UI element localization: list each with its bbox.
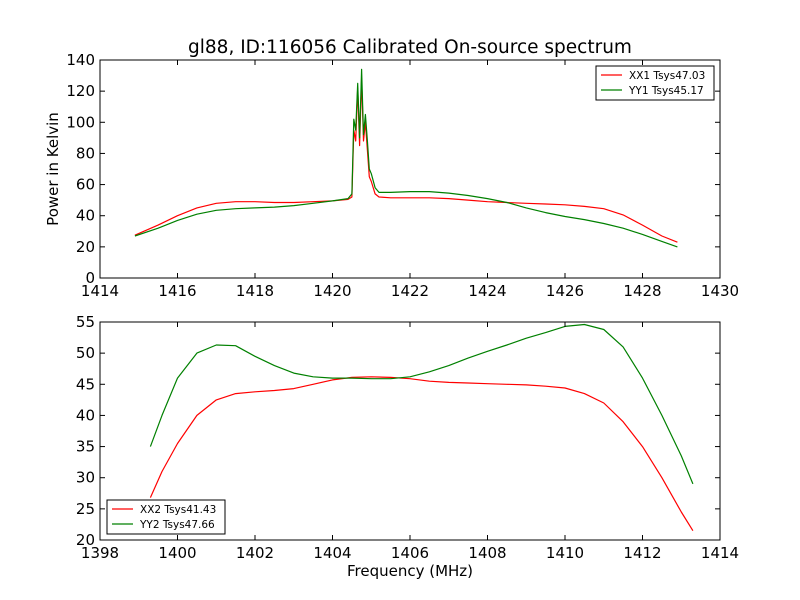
series-line-1 — [134, 78, 678, 243]
series-line-2 — [149, 323, 694, 485]
x-tick-label: 1402 — [236, 544, 274, 562]
x-tick-label: 1404 — [313, 544, 351, 562]
legend: XX2 Tsys41.43 YY2 Tsys47.66 — [106, 499, 226, 535]
x-tick-label: 1408 — [468, 544, 506, 562]
x-tick-label: 1426 — [546, 282, 584, 300]
x-tick-label: 1430 — [701, 282, 739, 300]
x-axis-label: Frequency (MHz) — [347, 562, 473, 580]
y-tick-label: 40 — [76, 406, 95, 424]
plot-panel-2: 1398 1400 1402 1404 1406 1408 1410 1412 1414 20 25… — [76, 313, 739, 580]
x-tick-label: 1398 — [81, 544, 119, 562]
x-tick-label: 1428 — [623, 282, 661, 300]
y-tick-label: 80 — [76, 144, 95, 162]
plot-panel-1: 1414 1416 1418 1420 1422 1424 1426 1428 1430 0 20 4… — [44, 51, 739, 300]
y-tick-label: 60 — [76, 176, 95, 194]
legend-box — [106, 499, 226, 535]
legend-label: YY1 Tsys45.17 — [628, 85, 704, 97]
x-tick-label: 1424 — [468, 282, 506, 300]
x-tick-label: 1400 — [158, 544, 196, 562]
y-tick-label: 0 — [85, 269, 95, 287]
legend-label: XX1 Tsys47.03 — [629, 70, 705, 82]
figure-title: gl88, ID:116056 Calibrated On-source spe… — [188, 37, 632, 58]
y-tick-label: 55 — [76, 313, 95, 331]
y-axis-label: Power in Kelvin — [44, 112, 62, 226]
x-tick-label: 1416 — [158, 282, 196, 300]
y-tick-label: 20 — [76, 531, 95, 549]
y-tick-label: 35 — [76, 438, 95, 456]
y-tick-label: 45 — [76, 375, 95, 393]
x-tick-label: 1406 — [391, 544, 429, 562]
x-tick-label: 1422 — [391, 282, 429, 300]
x-tick-label: 1412 — [623, 544, 661, 562]
y-tick-label: 30 — [76, 469, 95, 487]
x-tick-label: 1410 — [546, 544, 584, 562]
y-tick-label: 40 — [76, 207, 95, 225]
y-tick-label: 120 — [66, 82, 95, 100]
y-tick-label: 20 — [76, 238, 95, 256]
x-tick-label: 1414 — [701, 544, 739, 562]
legend-label: XX2 Tsys41.43 — [140, 504, 216, 516]
series-line-2 — [134, 68, 678, 248]
y-tick-label: 50 — [76, 344, 95, 362]
x-tick-label: 1418 — [236, 282, 274, 300]
y-tick-label: 25 — [76, 500, 95, 518]
x-tick-label: 1414 — [81, 282, 119, 300]
x-tick-label: 1420 — [313, 282, 351, 300]
y-tick-label: 100 — [66, 113, 95, 131]
series-line-1 — [149, 376, 694, 532]
legend-box — [595, 65, 715, 101]
legend: XX1 Tsys47.03 YY1 Tsys45.17 — [595, 65, 715, 101]
legend-label: YY2 Tsys47.66 — [139, 519, 215, 531]
y-tick-label: 140 — [66, 51, 95, 69]
